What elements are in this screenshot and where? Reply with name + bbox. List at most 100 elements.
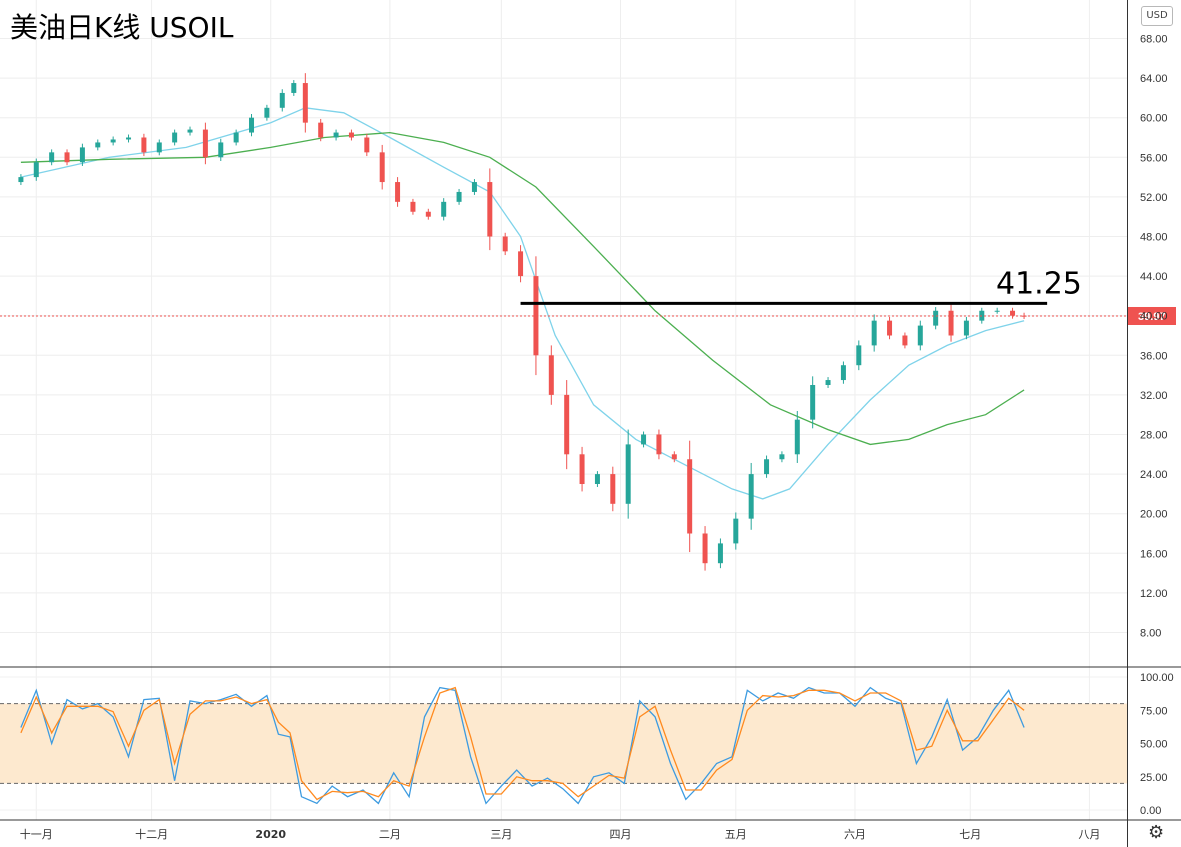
candle-body: [441, 201, 447, 217]
stochastic-d-line: [20, 686, 1025, 801]
oscillator-tick-label: 75.00: [1140, 705, 1168, 717]
price-tick-label: 32.00: [1140, 390, 1168, 402]
candle-body: [825, 380, 831, 385]
candle-body: [902, 335, 908, 346]
candle-body: [172, 132, 178, 143]
candle-body: [33, 162, 39, 178]
candle-body: [579, 454, 585, 484]
chart-grid: [0, 0, 1127, 820]
month-tick-label: 五月: [725, 828, 747, 841]
overbought-oversold-band: [0, 703, 1127, 784]
candle-body: [656, 434, 662, 455]
candle-body: [948, 310, 954, 336]
price-tick-label: 52.00: [1140, 192, 1168, 204]
price-tick-label: 36.00: [1140, 350, 1168, 362]
candle-body: [594, 474, 600, 484]
price-tick-label: 56.00: [1140, 152, 1168, 164]
price-tick-label: 60.00: [1140, 113, 1168, 125]
candle-body: [748, 474, 754, 519]
candle-body: [291, 83, 297, 93]
candle-body: [233, 132, 239, 143]
oscillator-tick-label: 50.00: [1140, 739, 1168, 751]
price-tick-label: 40.00: [1140, 311, 1168, 323]
currency-badge[interactable]: USD: [1141, 6, 1173, 26]
candle-body: [141, 137, 147, 153]
candle-body: [887, 320, 893, 336]
candle-body: [933, 310, 939, 326]
candle-body: [318, 122, 324, 138]
price-tick-label: 64.00: [1140, 73, 1168, 85]
candle-body: [548, 355, 554, 395]
candle-body: [79, 147, 85, 163]
price-tick-label: 16.00: [1140, 548, 1168, 560]
month-tick-label: 十一月: [20, 827, 53, 841]
candle-body: [333, 132, 339, 138]
price-tick-label: 20.00: [1140, 509, 1168, 521]
fast-moving-average-line: [20, 107, 1025, 500]
last-price-tag: [1128, 306, 1176, 325]
candle-body: [963, 320, 969, 336]
price-tick-label: 24.00: [1140, 469, 1168, 481]
month-tick-label: 三月: [490, 828, 512, 841]
candle-body: [794, 419, 800, 455]
candle-body: [856, 345, 862, 366]
price-tick-label: 48.00: [1140, 232, 1168, 244]
month-tick-label: 二月: [379, 828, 401, 841]
candle-body: [1010, 310, 1016, 316]
candle-body: [364, 137, 370, 153]
stochastic-layer: [20, 686, 1025, 805]
price-tick-label: 68.00: [1140, 34, 1168, 46]
candle-body: [564, 394, 570, 455]
oscillator-tick-label: 0.00: [1140, 805, 1161, 817]
candle-body: [610, 474, 616, 504]
chart-title: 美油日K线 USOIL: [10, 11, 234, 44]
candle-body: [456, 191, 462, 202]
month-tick-label: 十二月: [135, 827, 168, 841]
candle-body: [202, 129, 208, 158]
candle-body: [641, 434, 647, 445]
candle-body: [126, 137, 132, 140]
candle-body: [410, 201, 416, 212]
candle-body: [64, 152, 70, 163]
annotation-layer: 41.25 39.97: [0, 266, 1176, 325]
oscillator-tick-label: 100.00: [1140, 672, 1174, 684]
candle-body: [518, 251, 524, 277]
price-tick-label: 8.00: [1140, 628, 1161, 640]
slow-moving-average-line: [20, 131, 1025, 446]
candle-body: [95, 142, 101, 148]
candlestick-layer: [18, 73, 1027, 571]
candle-body: [779, 454, 785, 460]
candle-body: [218, 142, 224, 158]
oscillator-tick-label: 25.00: [1140, 772, 1168, 784]
candle-body: [871, 320, 877, 346]
candle-body: [994, 310, 1000, 312]
candle-body: [671, 454, 677, 460]
candle-body: [533, 276, 539, 356]
candle-body: [395, 182, 401, 202]
candle-body: [279, 92, 285, 108]
candle-body: [687, 459, 693, 534]
month-tick-label: 八月: [1078, 828, 1100, 841]
gear-icon[interactable]: ⚙: [1148, 822, 1165, 843]
stochastic-band: [0, 703, 1127, 784]
stochastic-k-line: [20, 686, 1025, 805]
candle-body: [425, 211, 431, 217]
candle-body: [733, 518, 739, 544]
last-price-label: 39.97: [1138, 311, 1166, 323]
candle-body: [917, 325, 923, 346]
resistance-label: 41.25: [996, 266, 1082, 301]
price-tick-label: 28.00: [1140, 430, 1168, 442]
candle-body: [18, 177, 24, 183]
candle-body: [717, 543, 723, 564]
candle-body: [187, 129, 193, 133]
candle-body: [810, 385, 816, 420]
month-tick-label: 四月: [609, 828, 631, 841]
price-tick-label: 12.00: [1140, 588, 1168, 600]
candle-body: [110, 139, 116, 143]
candle-body: [502, 236, 508, 252]
moving-average-layer: [20, 107, 1025, 500]
candle-body: [764, 459, 770, 475]
candle-body: [702, 533, 708, 564]
